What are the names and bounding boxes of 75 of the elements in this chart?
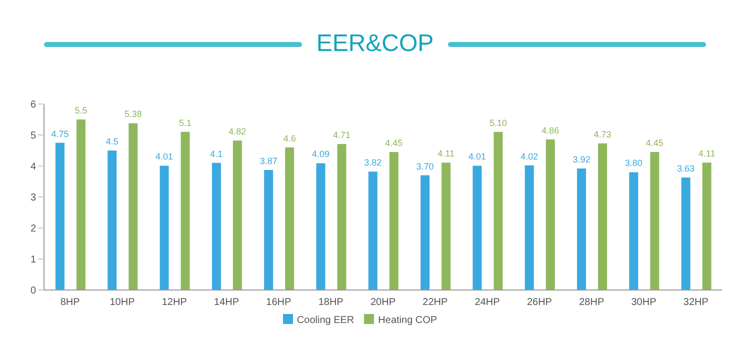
data-label: 4.71 (332, 130, 351, 140)
x-tick-label: 22HP (422, 297, 448, 308)
bar (546, 139, 555, 290)
bar (681, 177, 690, 290)
x-tick-label: 14HP (214, 297, 240, 308)
bar (316, 163, 326, 290)
data-label: 4.6 (283, 133, 296, 144)
y-tick-label: 3 (30, 192, 36, 204)
data-label: 5.1 (179, 118, 192, 128)
data-label: 3.63 (677, 163, 695, 174)
data-label: 4.01 (468, 152, 486, 162)
data-label: 4.5 (106, 136, 118, 146)
bar (337, 144, 346, 290)
data-label: 4.73 (594, 129, 612, 140)
bar (420, 175, 430, 290)
bar (232, 140, 242, 290)
x-tick-label: 30HP (631, 297, 657, 308)
y-tick-label: 2 (30, 224, 36, 235)
bar (598, 143, 608, 290)
y-tick-label: 4 (30, 162, 36, 173)
data-label: 4.82 (228, 126, 246, 137)
data-label: 3.82 (364, 158, 382, 168)
bar (472, 166, 482, 290)
bar (629, 172, 638, 290)
data-label: 3.80 (624, 158, 642, 168)
x-tick-label: 32HP (683, 297, 709, 308)
x-tick-label: 20HP (370, 297, 396, 308)
bar (577, 168, 586, 290)
bar (212, 162, 221, 290)
bar (494, 132, 503, 290)
x-tick-label: 10HP (110, 297, 136, 308)
data-label: 4.01 (156, 152, 174, 162)
y-tick-label: 6 (30, 100, 36, 111)
data-label: 4.11 (438, 148, 454, 159)
bar (264, 170, 274, 290)
data-label: 5.5 (74, 106, 88, 116)
bar (55, 142, 64, 290)
bar (442, 162, 451, 290)
data-label: 5.38 (124, 109, 142, 120)
data-label: 3.87 (260, 156, 278, 166)
bar (76, 120, 86, 290)
bar (160, 166, 169, 290)
x-tick-label: 18HP (318, 297, 344, 308)
bar (524, 165, 534, 290)
chart-title: EER&COP (316, 30, 434, 58)
data-label: 4.11 (698, 148, 716, 159)
y-tick-label: 1 (30, 254, 36, 266)
x-tick-label: 28HP (579, 297, 604, 308)
y-tick-label: 0 (30, 286, 36, 297)
bar (285, 147, 294, 290)
y-tick-label: 5 (30, 130, 36, 142)
x-tick-label: 26HP (526, 297, 552, 308)
data-label: 4.86 (542, 125, 560, 136)
bar (128, 123, 138, 290)
data-label: 4.09 (312, 149, 330, 160)
data-label: 5.10 (489, 118, 507, 128)
data-label: 4.75 (51, 128, 69, 139)
x-tick-label: 24HP (474, 297, 500, 308)
data-label: 4.02 (520, 151, 538, 162)
legend-label: Cooling EER (296, 315, 354, 326)
x-tick-label: 8HP (60, 297, 80, 308)
data-label: 3.70 (416, 161, 434, 172)
bar (650, 152, 660, 290)
data-label: 3.92 (572, 154, 590, 164)
bar (702, 162, 712, 290)
x-tick-label: 16HP (266, 297, 292, 308)
bar (108, 150, 117, 290)
x-tick-label: 12HP (162, 297, 188, 308)
bar (180, 132, 190, 290)
bar (368, 172, 378, 290)
data-label: 4.45 (385, 138, 403, 148)
legend-label: Heating COP (378, 315, 438, 326)
bar (389, 152, 398, 290)
data-label: 4.1 (210, 148, 223, 159)
data-label: 4.45 (646, 138, 664, 148)
